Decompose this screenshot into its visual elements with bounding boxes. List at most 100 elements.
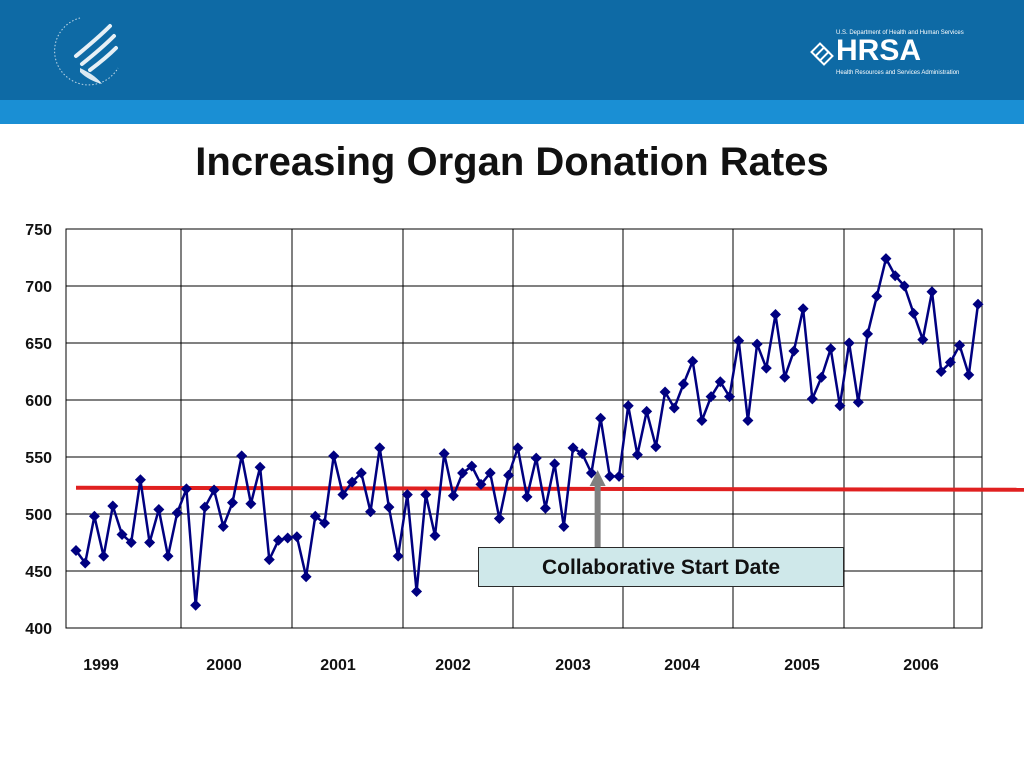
data-point	[383, 501, 395, 513]
data-point	[871, 290, 883, 302]
data-point	[852, 396, 864, 408]
data-point	[917, 334, 929, 346]
hrsa-diamond-icon	[810, 42, 834, 66]
data-point	[328, 450, 340, 462]
data-point	[622, 400, 634, 412]
year-label: 2003	[555, 657, 591, 674]
data-point	[282, 532, 294, 544]
data-point	[116, 529, 128, 541]
data-point	[539, 502, 551, 514]
data-point	[521, 491, 533, 503]
data-point	[770, 309, 782, 320]
year-label: 2000	[206, 657, 242, 674]
data-point	[742, 415, 754, 427]
data-point	[226, 497, 238, 509]
data-point	[889, 270, 901, 282]
data-point	[70, 544, 82, 556]
data-point	[825, 343, 837, 355]
data-point	[558, 521, 570, 533]
data-point	[944, 356, 956, 368]
data-point	[834, 400, 846, 412]
data-point	[723, 391, 735, 403]
data-point	[668, 402, 680, 414]
data-point	[79, 557, 91, 569]
hhs-eagle-logo	[54, 17, 119, 86]
data-point	[880, 253, 892, 265]
data-point	[650, 441, 662, 453]
data-point	[245, 498, 257, 510]
data-point	[788, 345, 800, 357]
data-point	[595, 412, 607, 424]
data-point	[751, 338, 763, 350]
data-point	[816, 371, 828, 383]
data-point	[567, 442, 579, 454]
data-point	[475, 478, 487, 490]
data-point	[162, 550, 174, 562]
annotation-arrow-group	[589, 470, 606, 547]
data-point	[208, 484, 220, 496]
y-tick-label: 700	[25, 279, 52, 296]
data-point	[530, 452, 542, 464]
data-point	[493, 513, 505, 525]
year-label: 1999	[83, 657, 119, 674]
data-point	[199, 501, 211, 513]
annotation-arrow-head	[589, 470, 606, 486]
data-point	[714, 376, 726, 388]
collaborative-start-callout: Collaborative Start Date	[478, 547, 844, 587]
data-point	[171, 507, 183, 519]
data-point	[217, 521, 229, 533]
hrsa-name: HRSA	[836, 34, 922, 67]
data-point	[585, 467, 597, 479]
data-point	[153, 503, 165, 515]
data-point	[420, 489, 432, 501]
data-point	[631, 449, 643, 461]
data-point	[659, 386, 671, 398]
y-tick-label: 650	[25, 336, 52, 353]
data-point	[374, 442, 386, 454]
page-title: Increasing Organ Donation Rates	[195, 140, 829, 184]
data-point	[291, 531, 303, 543]
data-point	[705, 391, 717, 403]
data-point	[300, 571, 312, 583]
data-point	[677, 378, 689, 390]
data-point	[576, 448, 588, 460]
y-tick-label: 750	[25, 222, 52, 239]
year-label: 2001	[320, 657, 356, 674]
year-label: 2004	[664, 657, 700, 674]
data-point	[429, 530, 441, 542]
y-tick-labels: 400 450 500 550 600 650 700 750	[25, 222, 52, 638]
data-point	[392, 550, 404, 562]
data-point	[309, 510, 321, 522]
data-point	[908, 307, 920, 319]
data-point	[411, 586, 423, 598]
data-point	[180, 483, 192, 495]
data-point	[733, 335, 745, 347]
series-group	[70, 253, 984, 611]
y-tick-label: 450	[25, 564, 52, 581]
year-labels: 1999 2000 2001 2002 2003 2004 2005 2006	[83, 657, 939, 674]
data-point	[355, 467, 367, 479]
data-point	[862, 328, 874, 340]
data-point	[254, 461, 266, 473]
data-point	[190, 599, 202, 611]
data-point	[144, 537, 156, 548]
data-point	[337, 489, 349, 501]
data-point	[843, 337, 855, 349]
data-point	[438, 448, 450, 460]
hrsa-full-name: Health Resources and Services Administra…	[836, 70, 960, 76]
hrsa-logo: U.S. Department of Health and Human Serv…	[808, 30, 998, 86]
data-point	[512, 442, 524, 454]
header-bar	[0, 0, 1024, 100]
data-point	[319, 517, 331, 529]
y-tick-label: 550	[25, 450, 52, 467]
data-point	[236, 450, 248, 462]
data-point	[641, 405, 653, 417]
data-point	[125, 537, 137, 548]
data-point	[98, 550, 110, 562]
year-label: 2005	[784, 657, 820, 674]
data-point	[447, 490, 459, 502]
data-point	[549, 458, 561, 470]
data-point	[107, 500, 119, 512]
data-point	[972, 298, 984, 310]
